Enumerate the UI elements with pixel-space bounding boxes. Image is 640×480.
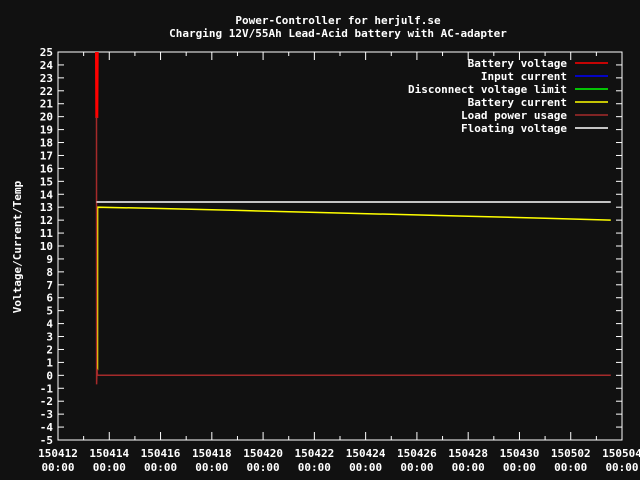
y-tick-label: -4: [40, 421, 54, 434]
legend-label: Disconnect voltage limit: [408, 83, 567, 96]
legend-label: Floating voltage: [461, 122, 567, 135]
x-tick-label-time: 00:00: [298, 461, 331, 474]
x-tick-label-time: 00:00: [195, 461, 228, 474]
x-tick-label-time: 00:00: [400, 461, 433, 474]
x-tick-label: 150416: [141, 447, 181, 460]
y-tick-label: 22: [40, 85, 53, 98]
x-tick-label: 150502: [551, 447, 591, 460]
y-tick-label: -2: [40, 395, 53, 408]
y-tick-label: -3: [40, 408, 53, 421]
y-tick-label: 24: [40, 59, 54, 72]
y-axis-label: Voltage/Current/Temp: [11, 180, 24, 313]
y-tick-label: 6: [46, 292, 53, 305]
y-tick-label: 25: [40, 46, 53, 59]
x-tick-label-time: 00:00: [554, 461, 587, 474]
y-tick-label: 0: [46, 369, 53, 382]
chart-subtitle: Charging 12V/55Ah Lead-Acid battery with…: [169, 27, 507, 40]
x-tick-label-time: 00:00: [93, 461, 126, 474]
y-tick-label: 5: [46, 305, 53, 318]
y-tick-label: 9: [46, 253, 53, 266]
y-tick-label: 7: [46, 279, 53, 292]
x-tick-label-time: 00:00: [605, 461, 638, 474]
y-tick-label: 8: [46, 266, 53, 279]
y-tick-label: 21: [40, 98, 54, 111]
y-tick-label: 10: [40, 240, 53, 253]
y-tick-label: 11: [40, 227, 54, 240]
y-tick-label: 17: [40, 149, 53, 162]
x-tick-label: 150422: [294, 447, 334, 460]
x-tick-label-time: 00:00: [452, 461, 485, 474]
series-line-5: [95, 116, 611, 385]
x-tick-label: 150504: [602, 447, 640, 460]
y-tick-label: 13: [40, 201, 53, 214]
y-tick-label: 14: [40, 188, 54, 201]
series-line-4: [96, 206, 611, 371]
y-tick-label: 19: [40, 124, 53, 137]
y-tick-label: -5: [40, 434, 53, 447]
plot-area: [95, 51, 611, 385]
y-tick-label: 12: [40, 214, 53, 227]
legend-label: Battery voltage: [468, 57, 568, 70]
x-tick-label-time: 00:00: [503, 461, 536, 474]
axes: -5-4-3-2-1012345678910111213141516171819…: [38, 46, 640, 474]
y-tick-label: 1: [46, 356, 53, 369]
series-line-1: [95, 51, 99, 119]
y-tick-label: 16: [40, 162, 54, 175]
y-tick-label: 2: [46, 343, 53, 356]
legend-label: Battery current: [468, 96, 567, 109]
x-tick-label: 150426: [397, 447, 437, 460]
x-tick-label: 150414: [89, 447, 129, 460]
x-tick-label-time: 00:00: [41, 461, 74, 474]
legend-label: Input current: [481, 70, 567, 83]
x-tick-label: 150430: [500, 447, 540, 460]
y-tick-label: 20: [40, 111, 53, 124]
legend-label: Load power usage: [461, 109, 567, 122]
x-tick-label-time: 00:00: [144, 461, 177, 474]
chart-title: Power-Controller for herjulf.se: [235, 14, 441, 27]
y-tick-label: 4: [46, 318, 53, 331]
x-tick-label-time: 00:00: [349, 461, 382, 474]
x-tick-label: 150418: [192, 447, 232, 460]
x-tick-label: 150424: [346, 447, 386, 460]
x-tick-label: 150412: [38, 447, 78, 460]
x-tick-label-time: 00:00: [247, 461, 280, 474]
y-tick-label: -1: [40, 382, 54, 395]
x-tick-label: 150428: [448, 447, 488, 460]
y-tick-label: 3: [46, 331, 53, 344]
y-tick-label: 18: [40, 137, 53, 150]
y-tick-label: 15: [40, 175, 53, 188]
x-tick-label: 150420: [243, 447, 283, 460]
y-tick-label: 23: [40, 72, 53, 85]
